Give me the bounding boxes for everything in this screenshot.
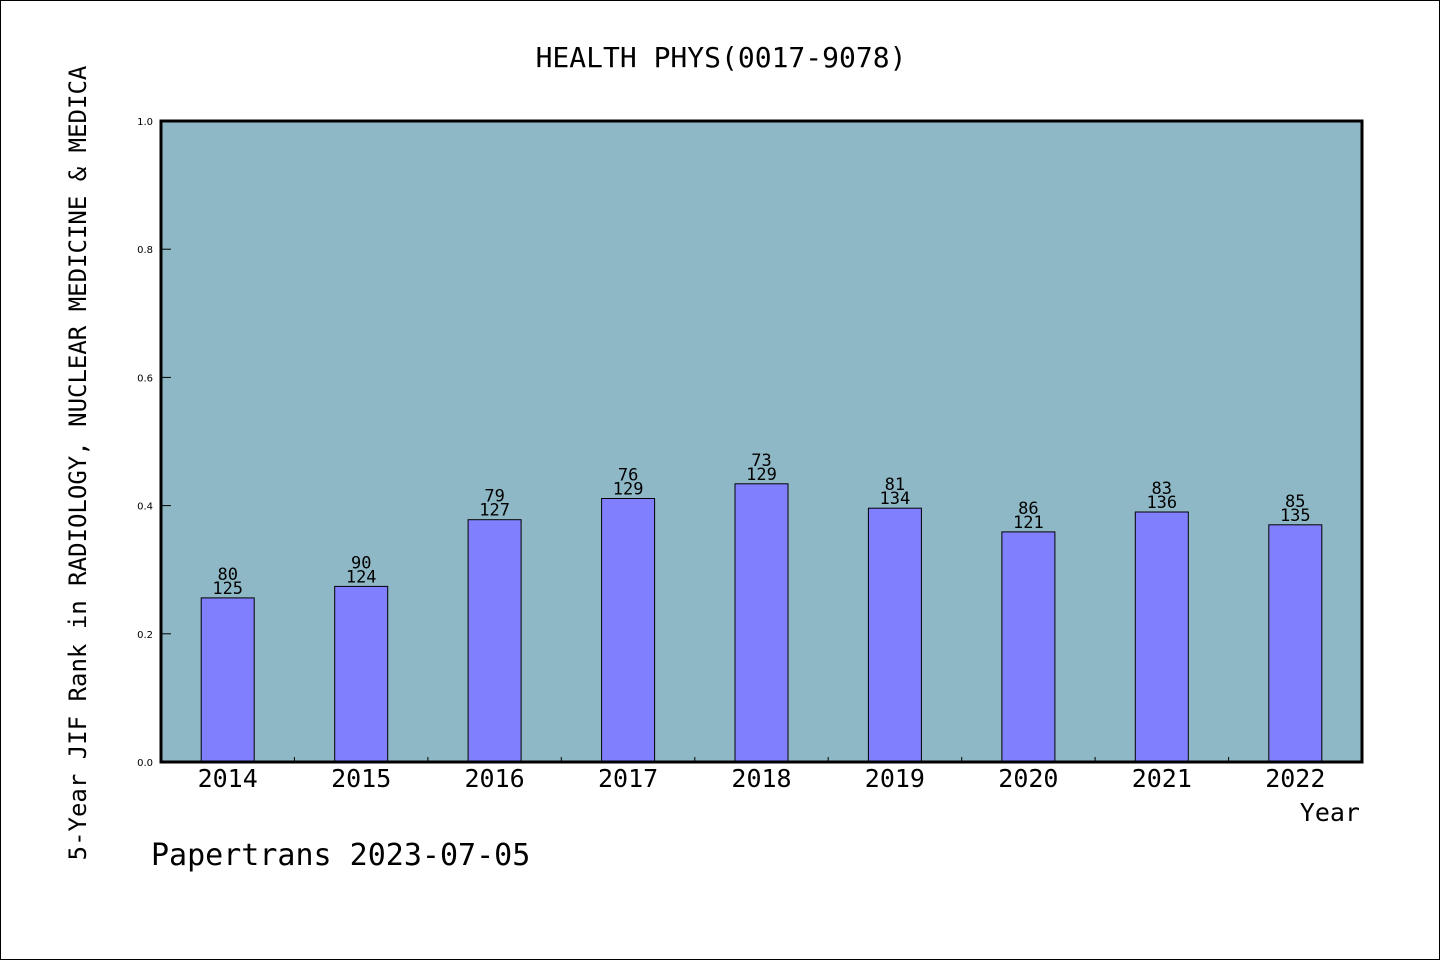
- y-tick-label: 0.2: [137, 630, 153, 641]
- bar-2014: [200, 597, 255, 763]
- bar-rank-label-2017: 76: [618, 466, 638, 486]
- y-tick-label: 0.0: [137, 758, 153, 769]
- x-tick-label-2019: 2019: [865, 764, 925, 793]
- x-tick-label-2021: 2021: [1132, 764, 1192, 793]
- y-tick-label: 0.6: [137, 373, 153, 384]
- y-tick-label: 1.0: [137, 117, 153, 128]
- bar-total-label-2018: 129: [746, 465, 777, 485]
- bar-total-label-2019: 134: [880, 489, 911, 509]
- chart-title: HEALTH PHYS(0017-9078): [536, 41, 907, 74]
- bar-2015: [334, 585, 389, 763]
- bar-2019: [867, 507, 922, 763]
- y-tick-label: 0.8: [137, 245, 153, 256]
- bar-rank-label-2014: 80: [217, 565, 237, 585]
- bar-total-label-2017: 129: [613, 480, 644, 500]
- x-tick-label-2018: 2018: [731, 764, 791, 793]
- x-tick-label-2020: 2020: [998, 764, 1058, 793]
- bar-2022: [1268, 524, 1323, 763]
- bar-rank-label-2018: 73: [751, 451, 771, 471]
- bar-2021: [1134, 511, 1189, 763]
- bar-total-label-2021: 136: [1146, 493, 1177, 513]
- bar-total-label-2014: 125: [212, 579, 243, 599]
- bar-rank-label-2021: 83: [1152, 479, 1172, 499]
- bar-rank-label-2016: 79: [484, 487, 504, 507]
- x-tick-label-2016: 2016: [464, 764, 524, 793]
- y-tick-label: 0.4: [137, 502, 153, 513]
- x-tick-label-2014: 2014: [198, 764, 258, 793]
- x-axis-title: Year: [1300, 798, 1360, 827]
- bar-2016: [467, 519, 522, 763]
- bar-total-label-2022: 135: [1280, 506, 1311, 526]
- x-tick-label-2017: 2017: [598, 764, 658, 793]
- x-axis: 2014 2015 2016 2017 2018 2019 2020 2021 2022: [198, 757, 1325, 793]
- bar-rank-label-2019: 81: [885, 475, 905, 495]
- plot-border: [159, 119, 1364, 764]
- bar-total-label-2015: 124: [346, 567, 377, 587]
- bar-rank-label-2015: 90: [351, 553, 371, 573]
- bar-total-label-2020: 121: [1013, 513, 1044, 533]
- bar-total-label-2016: 127: [479, 501, 510, 521]
- bar-2017: [601, 498, 656, 763]
- bar-rank-label-2020: 86: [1018, 499, 1038, 519]
- bar-2020: [1001, 531, 1056, 763]
- x-tick-label-2015: 2015: [331, 764, 391, 793]
- footer-text: Papertrans 2023-07-05: [151, 838, 530, 873]
- bars-layer: [200, 483, 1323, 763]
- bar-2018: [734, 483, 789, 763]
- y-axis-title: 5-Year JIF Rank in RADIOLOGY, NUCLEAR ME…: [64, 65, 92, 860]
- x-tick-label-2022: 2022: [1265, 764, 1325, 793]
- bar-rank-label-2022: 85: [1285, 492, 1305, 512]
